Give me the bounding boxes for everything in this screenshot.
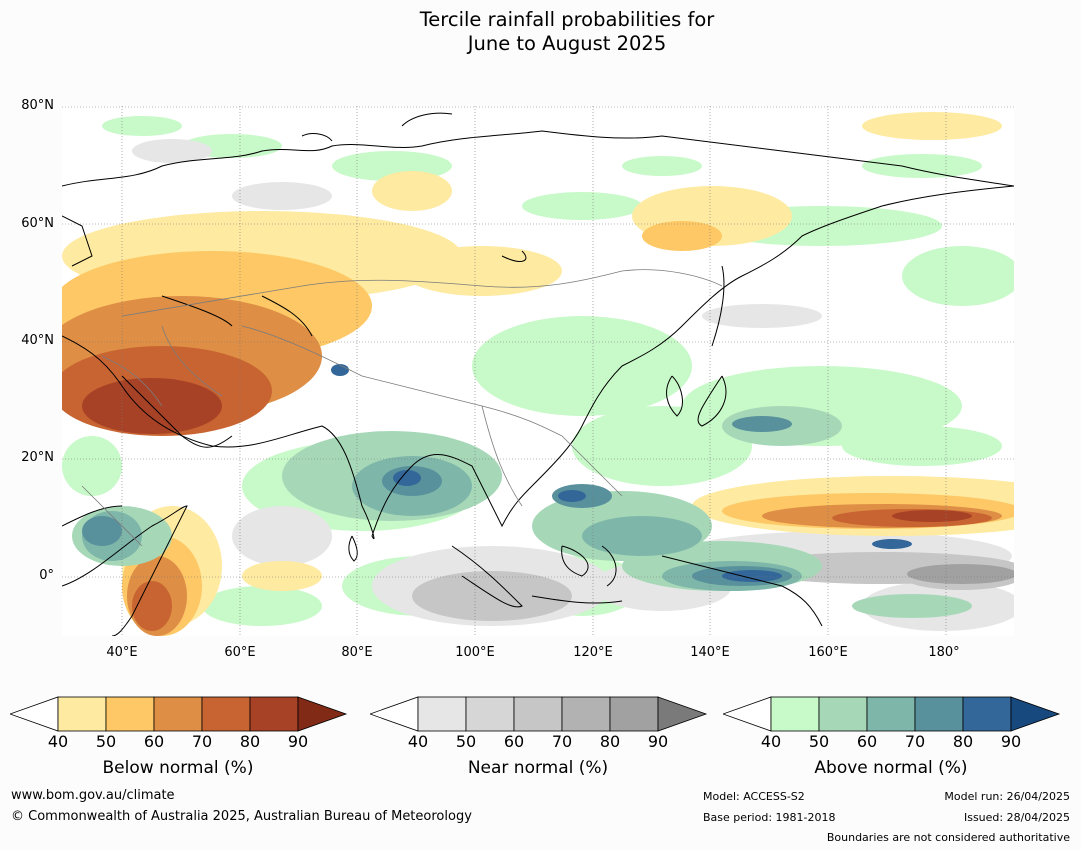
near-tick-80: 80	[599, 732, 621, 751]
lon-label-100e: 100°E	[455, 645, 495, 660]
colorbar-below-normal-title: Below normal (%)	[102, 758, 254, 778]
near-swatch-3	[513, 696, 563, 732]
colorbar-below-normal-swatches	[8, 696, 348, 732]
above-tick-80: 80	[952, 732, 974, 751]
lat-label-40n: 40°N	[21, 333, 54, 348]
below-swatch-2	[105, 696, 155, 732]
colorbar-below-normal	[8, 696, 350, 736]
website-link[interactable]: www.bom.gov.au/climate	[11, 788, 175, 803]
above-swatch-4	[914, 696, 964, 732]
lon-label-140e: 140°E	[690, 645, 730, 660]
near-tick-50: 50	[455, 732, 477, 751]
near-tick-40: 40	[407, 732, 429, 751]
near-swatch-5	[609, 696, 659, 732]
issued-text: Issued: 28/04/2025	[963, 811, 1070, 824]
above-swatch-0	[721, 696, 772, 732]
above-normal-blue-areas	[331, 364, 912, 582]
colorbar-above-normal-swatches	[721, 696, 1061, 732]
below-swatch-3	[153, 696, 203, 732]
colorbar-near-normal-swatches	[368, 696, 708, 732]
lat-label-60n: 60°N	[21, 216, 54, 231]
map-canvas	[62, 106, 1014, 636]
coastlines	[62, 112, 1014, 636]
lon-label-180: 180°	[928, 645, 960, 660]
below-swatch-0	[8, 696, 59, 732]
lat-label-80n: 80°N	[21, 98, 54, 113]
near-swatch-1	[417, 696, 467, 732]
disclaimer-text: Boundaries are not considered authoritat…	[826, 831, 1070, 844]
colorbar-above-normal	[721, 696, 1063, 736]
above-swatch-6	[1010, 696, 1061, 732]
country-borders	[81, 269, 723, 547]
title-line-1: Tercile rainfall probabilities for	[419, 8, 715, 31]
above-tick-50: 50	[808, 732, 830, 751]
model-text: Model: ACCESS-S2	[703, 790, 805, 803]
below-swatch-4	[201, 696, 251, 732]
map-title: Tercile rainfall probabilities for June …	[0, 8, 1081, 56]
above-swatch-1	[770, 696, 820, 732]
near-tick-70: 70	[551, 732, 573, 751]
near-tick-90: 90	[647, 732, 669, 751]
lon-label-160e: 160°E	[808, 645, 848, 660]
base-period-text: Base period: 1981-2018	[703, 811, 836, 824]
near-normal-dark-areas	[907, 564, 1014, 584]
probability-map	[62, 106, 1014, 636]
model-run-text: Model run: 26/04/2025	[944, 790, 1070, 803]
above-swatch-2	[818, 696, 868, 732]
near-swatch-0	[368, 696, 419, 732]
above-swatch-5	[962, 696, 1012, 732]
below-tick-70: 70	[191, 732, 213, 751]
below-swatch-6	[297, 696, 348, 732]
title-line-2: June to August 2025	[467, 32, 667, 55]
lon-label-120e: 120°E	[573, 645, 613, 660]
copyright-text: © Commonwealth of Australia 2025, Austra…	[11, 809, 472, 824]
below-swatch-5	[249, 696, 299, 732]
below-swatch-1	[57, 696, 107, 732]
colorbar-near-normal	[368, 696, 710, 736]
above-swatch-3	[866, 696, 916, 732]
above-tick-70: 70	[904, 732, 926, 751]
below-tick-50: 50	[95, 732, 117, 751]
lon-label-80e: 80°E	[341, 645, 373, 660]
near-swatch-6	[657, 696, 708, 732]
below-tick-60: 60	[143, 732, 165, 751]
lat-label-20n: 20°N	[21, 450, 54, 465]
above-tick-90: 90	[1000, 732, 1022, 751]
lon-label-60e: 60°E	[224, 645, 256, 660]
near-swatch-2	[465, 696, 515, 732]
lat-label-0: 0°	[39, 568, 54, 583]
below-tick-90: 90	[287, 732, 309, 751]
colorbar-above-normal-title: Above normal (%)	[814, 758, 968, 778]
above-tick-60: 60	[856, 732, 878, 751]
below-tick-80: 80	[239, 732, 261, 751]
lon-label-40e: 40°E	[106, 645, 138, 660]
colorbar-near-normal-title: Near normal (%)	[467, 758, 609, 778]
below-tick-40: 40	[47, 732, 69, 751]
near-tick-60: 60	[503, 732, 525, 751]
above-tick-40: 40	[760, 732, 782, 751]
near-swatch-4	[561, 696, 611, 732]
